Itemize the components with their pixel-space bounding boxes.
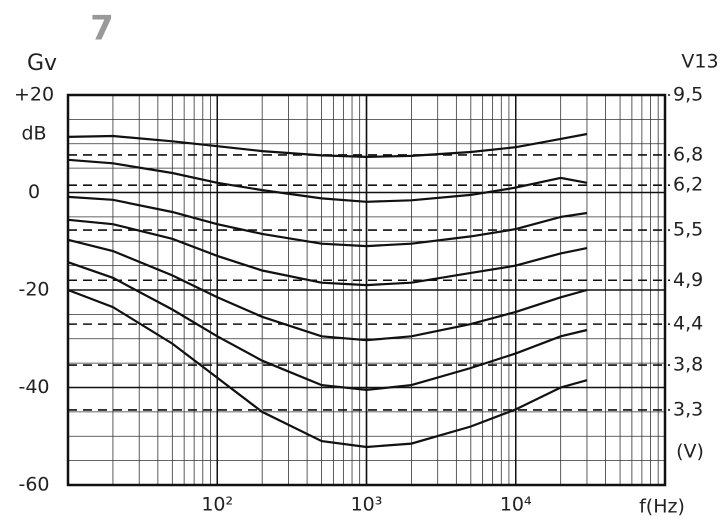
y2-axis-label: V13 — [681, 51, 718, 73]
curve — [67, 218, 588, 287]
y2-tick-label: 5,5 — [673, 219, 703, 241]
y-tick-label: -20 — [18, 279, 49, 301]
chart-title: 7 — [90, 9, 114, 49]
curve — [67, 158, 588, 203]
y-axis-label: Gv — [27, 51, 57, 76]
y-axis-unit: dB — [21, 123, 46, 145]
x-tick-label: 10² — [201, 494, 233, 516]
x-tick-label: 10⁴ — [500, 494, 532, 516]
y2-tick-label: 3,8 — [673, 354, 703, 376]
curve — [67, 261, 588, 392]
curve — [67, 132, 588, 159]
y-tick-label: 0 — [28, 181, 40, 203]
y2-tick-label: 9,5 — [673, 84, 703, 106]
y2-tick-label: 4,4 — [673, 313, 703, 335]
curve — [67, 238, 588, 342]
x-axis-label: f(Hz) — [639, 496, 685, 518]
y2-tick-label: 3,3 — [673, 398, 703, 420]
y2-tick-label: 4,9 — [673, 269, 703, 291]
curve — [67, 288, 588, 449]
curve — [67, 195, 588, 248]
y2-axis-unit: (V) — [676, 441, 704, 463]
y2-tick-label: 6,2 — [673, 174, 703, 196]
x-tick-label: 10³ — [351, 494, 383, 516]
y-tick-label: +20 — [14, 84, 54, 106]
y2-tick-label: 6,8 — [673, 143, 703, 165]
y-tick-label: -60 — [18, 474, 49, 496]
y-tick-label: -40 — [18, 376, 49, 398]
